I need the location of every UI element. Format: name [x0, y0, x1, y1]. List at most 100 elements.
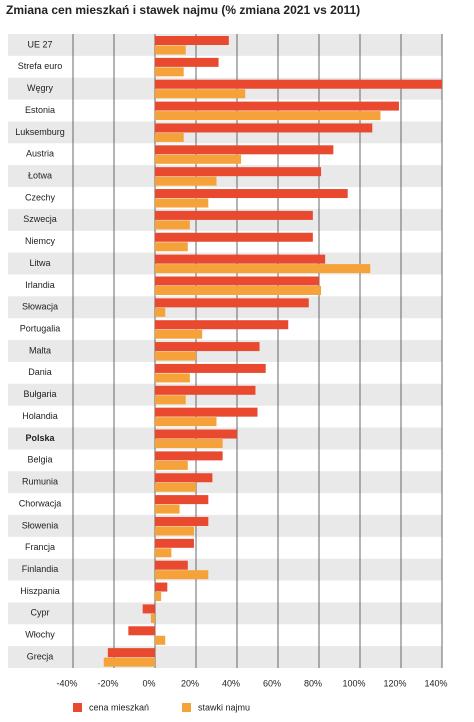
row-stripe	[8, 514, 442, 537]
bar	[155, 385, 256, 395]
row-stripe	[8, 471, 442, 494]
y-tick-label: Francja	[25, 542, 55, 552]
y-tick-label: Malta	[29, 345, 51, 355]
x-tick-label: -40%	[56, 678, 77, 688]
y-tick-label: Słowenia	[22, 520, 59, 530]
bar	[142, 604, 155, 614]
bar	[155, 167, 322, 177]
legend-label: cena mieszkań	[89, 702, 149, 712]
row-stripe	[8, 602, 442, 625]
y-tick-label: Słowacja	[22, 302, 58, 312]
bar	[155, 582, 168, 592]
legend-label: stawki najmu	[198, 702, 250, 712]
bar	[155, 407, 258, 417]
y-tick-label: Bułgaria	[23, 389, 56, 399]
bar	[155, 429, 237, 439]
bar	[155, 154, 242, 164]
y-tick-label: Strefa euro	[18, 61, 63, 71]
x-tick-label: 80%	[304, 678, 322, 688]
x-tick-label: 0%	[142, 678, 155, 688]
x-tick-label: 40%	[222, 678, 240, 688]
x-tick-label: 20%	[181, 678, 199, 688]
bar	[155, 395, 186, 405]
bar	[155, 210, 313, 220]
bar	[155, 307, 166, 317]
bar	[155, 451, 223, 461]
bar	[103, 657, 155, 667]
bar	[155, 516, 209, 526]
y-tick-label: Węgry	[27, 83, 54, 93]
bar	[155, 460, 188, 470]
y-tick-label: Chorwacja	[19, 498, 62, 508]
y-tick-label: Grecja	[27, 651, 54, 661]
y-tick-label: Dania	[28, 367, 52, 377]
x-tick-label: -20%	[97, 678, 118, 688]
bar	[155, 45, 186, 55]
bar	[155, 495, 209, 505]
y-tick-label: Cypr	[30, 608, 49, 618]
bar	[155, 526, 194, 536]
y-tick-label: Portugalia	[20, 324, 61, 334]
bar	[107, 648, 155, 658]
y-tick-label: Włochy	[25, 630, 55, 640]
bar	[155, 242, 188, 252]
bar	[155, 439, 223, 449]
y-tick-label: Belgia	[27, 455, 52, 465]
bar	[155, 373, 190, 383]
bar	[155, 254, 326, 264]
legend-swatch	[182, 703, 191, 712]
bar	[155, 79, 442, 89]
bar	[155, 351, 196, 361]
bar	[155, 176, 217, 186]
bar	[155, 342, 260, 352]
bar	[155, 560, 188, 570]
bar	[155, 189, 348, 199]
bar	[155, 132, 184, 142]
x-tick-label: 100%	[342, 678, 365, 688]
y-tick-label: Estonia	[25, 105, 55, 115]
chart-title: Zmiana cen mieszkań i stawek najmu (% zm…	[6, 3, 360, 17]
bar	[155, 57, 219, 67]
y-tick-label: Szwecja	[23, 214, 57, 224]
y-tick-label: Holandia	[22, 411, 58, 421]
bar	[155, 592, 162, 602]
bar	[155, 220, 190, 230]
bar	[155, 320, 289, 330]
y-tick-label: Polska	[25, 433, 55, 443]
bar	[155, 101, 399, 111]
bar	[128, 626, 155, 636]
bar	[155, 298, 309, 308]
bar	[155, 264, 371, 274]
x-tick-label: 140%	[424, 678, 447, 688]
bar	[155, 232, 313, 242]
bar	[155, 329, 203, 339]
bar	[155, 89, 246, 99]
bar	[155, 145, 334, 155]
bar	[155, 570, 209, 580]
y-tick-label: Hiszpania	[20, 586, 60, 596]
bar	[155, 548, 172, 558]
row-stripe	[8, 558, 442, 581]
bar	[155, 538, 194, 548]
bar	[155, 285, 322, 295]
y-tick-label: Austria	[26, 149, 54, 159]
bar	[155, 635, 166, 645]
bar	[155, 123, 373, 133]
y-tick-label: Łotwa	[28, 170, 52, 180]
bar	[155, 482, 196, 492]
bar	[155, 111, 381, 121]
y-tick-label: Czechy	[25, 192, 56, 202]
y-tick-label: Rumunia	[22, 477, 58, 487]
bar	[150, 613, 155, 623]
bar	[155, 473, 213, 483]
x-tick-label: 120%	[383, 678, 406, 688]
bar	[155, 36, 229, 45]
y-tick-label: Niemcy	[25, 236, 56, 246]
bar	[155, 504, 180, 514]
bar	[155, 198, 209, 208]
y-tick-label: Finlandia	[22, 564, 59, 574]
bar	[155, 67, 184, 77]
legend-swatch	[73, 703, 82, 712]
bar	[155, 363, 266, 373]
bar	[155, 417, 217, 427]
